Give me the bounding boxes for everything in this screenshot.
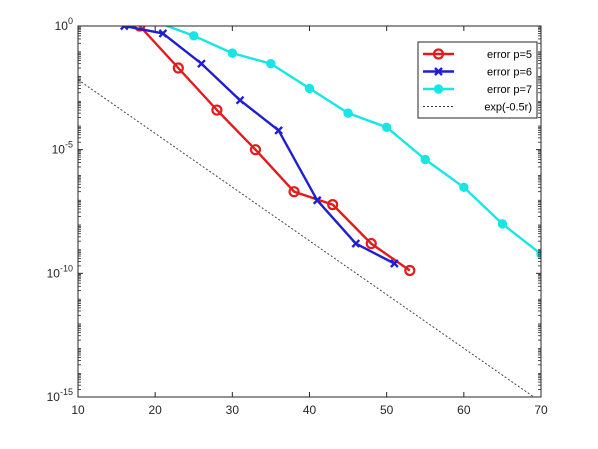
x-tick-label: 70 — [534, 403, 548, 417]
data-point-1-6 — [327, 199, 339, 211]
legend: error p=5 error p=6 error p=7 exp(-0.5r) — [417, 41, 538, 119]
data-point-3-10 — [497, 219, 508, 229]
series-3 — [153, 26, 541, 259]
data-point-3-4 — [266, 58, 276, 69]
data-point-2-8 — [390, 259, 399, 268]
data-point-1-5 — [288, 186, 300, 198]
x-tick-label: 60 — [457, 403, 471, 417]
data-point-2-5 — [274, 126, 283, 135]
x-tick-label: 10 — [71, 403, 85, 417]
series-4 — [78, 79, 535, 397]
data-point-1-7 — [365, 237, 377, 250]
y-tick-label: 10-5 — [52, 140, 73, 157]
legend-marker-3 — [433, 84, 444, 94]
data-point-1-2 — [172, 62, 184, 74]
data-point-1-4 — [249, 144, 262, 156]
x-tick-label: 50 — [380, 403, 394, 417]
series-line-1 — [138, 26, 411, 272]
x-tick-label: 20 — [148, 403, 162, 417]
data-point-2-4 — [235, 95, 245, 105]
series-1 — [134, 26, 416, 277]
data-point-2-6 — [312, 195, 322, 205]
series-2 — [119, 26, 399, 268]
data-point-2-3 — [197, 59, 206, 69]
data-point-2-1 — [119, 26, 129, 31]
legend-label-3: error p=7 — [487, 84, 532, 96]
series-line-4 — [78, 79, 535, 397]
y-tick-label: 10-10 — [47, 263, 73, 280]
x-tick-label: 40 — [303, 403, 317, 417]
series-line-2 — [124, 26, 395, 265]
data-point-2-7 — [351, 239, 361, 248]
data-point-3-5 — [304, 83, 315, 94]
data-point-3-6 — [343, 108, 353, 118]
legend-label-1: error p=5 — [487, 49, 532, 61]
x-tick-label: 30 — [226, 403, 240, 417]
legend-label-4: exp(-0.5r) — [484, 102, 532, 114]
data-point-3-1 — [153, 26, 157, 27]
series-layer — [78, 26, 541, 397]
y-tick-label: 10-15 — [47, 387, 73, 404]
data-point-1-1 — [134, 26, 146, 32]
legend-marker-2 — [434, 67, 443, 76]
data-point-1-8 — [404, 264, 416, 277]
data-point-3-7 — [381, 122, 392, 133]
data-point-2-2 — [158, 29, 168, 38]
data-point-3-9 — [459, 182, 469, 193]
legend-marker-1 — [432, 48, 445, 60]
y-tick-label: 100 — [55, 16, 73, 33]
data-point-1-3 — [211, 104, 223, 116]
legend-label-2: error p=6 — [487, 67, 532, 79]
data-point-3-8 — [420, 154, 430, 165]
data-point-3-2 — [189, 31, 199, 41]
ticks-layer: 10 20 30 40 50 60 70 100 10-5 10-10 10-15 — [47, 16, 548, 417]
data-point-3-3 — [227, 48, 238, 58]
